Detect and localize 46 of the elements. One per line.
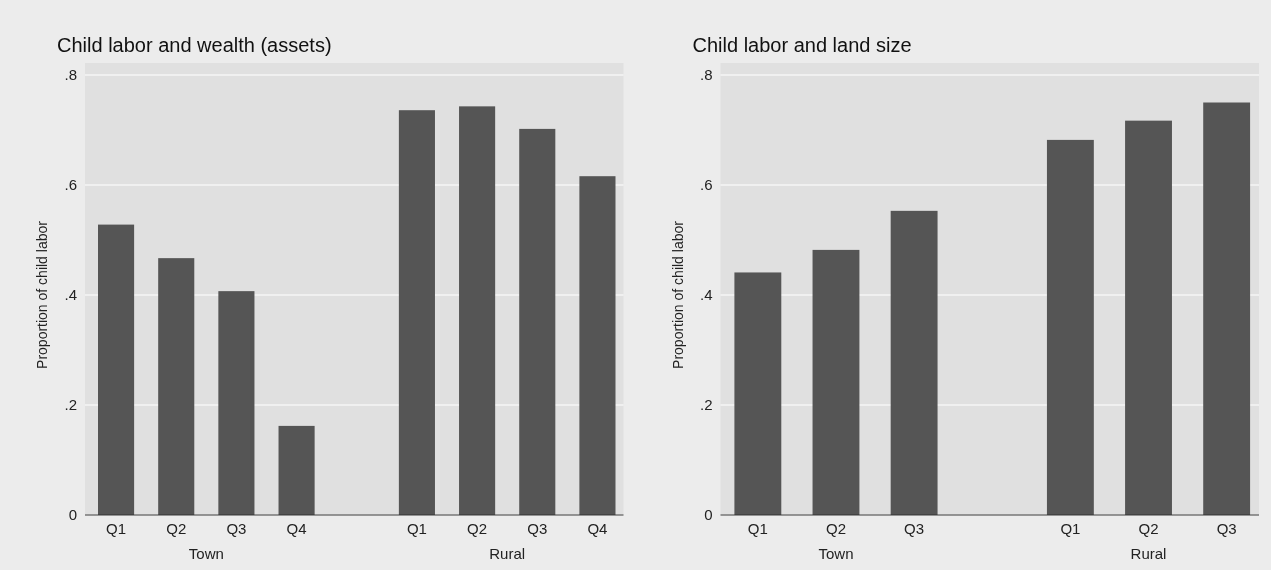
y-tick-label: .2 — [699, 396, 713, 414]
x-tick-label: Q1 — [406, 519, 427, 537]
y-tick-label: .2 — [64, 396, 77, 414]
y-tick-label: 0 — [68, 506, 77, 524]
bar — [1203, 102, 1251, 515]
x-tick-label: Q2 — [825, 519, 846, 537]
y-tick-label: .6 — [64, 176, 77, 194]
bar — [278, 425, 315, 515]
text: Town — [188, 545, 224, 562]
text: Town — [818, 545, 854, 562]
y-tick-label: 0 — [704, 506, 713, 524]
x-tick-label: Q1 — [106, 519, 127, 537]
bar — [158, 258, 195, 515]
text: Rural — [489, 545, 526, 562]
x-tick-label: Q2 — [1138, 519, 1159, 537]
bar — [812, 249, 860, 515]
y-tick-label: .4 — [64, 286, 77, 304]
x-tick-label: Q3 — [1216, 519, 1237, 537]
x-tick-label: Q1 — [1060, 519, 1081, 537]
x-tick-label: Q3 — [226, 519, 247, 537]
text: Rural — [1130, 545, 1167, 562]
bar — [459, 106, 496, 515]
x-tick-label: Q3 — [527, 519, 548, 537]
x-tick-label: Q1 — [747, 519, 768, 537]
y-axis-title: Proportion of child labor — [669, 220, 686, 369]
y-tick-label: .6 — [699, 176, 713, 194]
x-tick-label: Q2 — [166, 519, 187, 537]
y-axis-title: Proportion of child labor — [34, 220, 50, 369]
bar — [98, 224, 135, 515]
y-tick-label: .8 — [64, 66, 77, 84]
chart-title: Child labor and land size — [692, 34, 912, 56]
bar — [519, 128, 556, 515]
bar — [1125, 120, 1172, 515]
bar — [734, 272, 782, 515]
y-tick-label: .4 — [699, 286, 713, 304]
chart-title: Child labor and wealth (assets) — [57, 34, 332, 56]
bar — [890, 210, 938, 515]
x-tick-label: Q4 — [587, 519, 608, 537]
x-tick-label: Q4 — [286, 519, 307, 537]
bar — [1046, 139, 1094, 515]
x-tick-label: Q2 — [467, 519, 488, 537]
y-tick-label: .8 — [699, 66, 713, 84]
bar — [579, 176, 616, 515]
bar — [218, 291, 255, 515]
bar — [398, 110, 435, 515]
x-tick-label: Q3 — [904, 519, 925, 537]
